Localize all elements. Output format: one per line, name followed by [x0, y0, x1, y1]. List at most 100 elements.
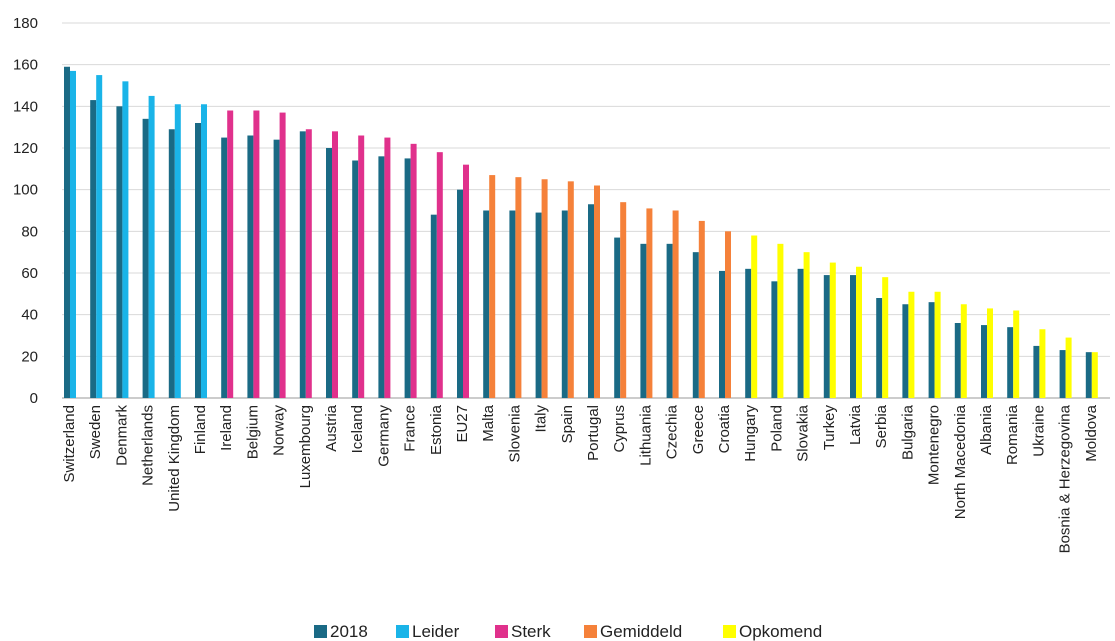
bar-2018: [1059, 350, 1066, 398]
bar-group: [201, 104, 207, 398]
y-tick-label: 20: [21, 348, 38, 365]
x-tick-label: Iceland: [349, 405, 366, 453]
bar-2018: [797, 268, 804, 398]
bar-2018: [168, 129, 175, 398]
bar-group: [279, 112, 286, 398]
bar-group: [803, 252, 810, 398]
x-tick-label: Austria: [323, 404, 340, 451]
x-tick-label: Netherlands: [140, 405, 157, 486]
bar-group: [489, 175, 496, 398]
bar-group: [332, 131, 338, 399]
bar-2018: [535, 212, 542, 398]
bar-group: [358, 135, 365, 398]
bar-group: [620, 202, 627, 398]
x-tick-label: Bulgaria: [899, 404, 916, 460]
y-axis: 0 20 40 60 80 100 120 140 160 180: [13, 15, 38, 407]
x-tick-label: Germany: [375, 405, 392, 467]
x-tick-label: Italy: [533, 405, 550, 433]
bar-group: [987, 308, 993, 398]
bar-group: [96, 75, 103, 398]
bar-2018: [326, 148, 332, 398]
x-tick-label: Spain: [559, 405, 576, 443]
x-tick-label: Turkey: [821, 405, 838, 451]
x-tick-label: Finland: [192, 405, 209, 454]
bar-group: [541, 179, 548, 398]
y-tick-label: 120: [13, 140, 38, 157]
legend-swatch: [723, 625, 736, 638]
legend-label: 2018: [330, 622, 368, 641]
bar-2018: [850, 275, 856, 398]
x-tick-label: Croatia: [716, 404, 733, 453]
bar-group: [148, 95, 155, 399]
bar-2018: [876, 298, 883, 398]
bar-group: [70, 70, 76, 399]
x-tick-label: EU27: [454, 405, 471, 443]
bar-2018: [1007, 327, 1014, 398]
legend-label: Leider: [412, 622, 460, 641]
bar-group: [856, 266, 862, 398]
x-tick-label: Serbia: [873, 404, 890, 448]
bar-group: [567, 181, 574, 398]
bar-2018: [352, 160, 359, 398]
x-tick-label: Portugal: [585, 405, 602, 461]
x-tick-label: North Macedonia: [952, 404, 969, 519]
x-tick-label: Luxembourg: [297, 405, 314, 488]
bar-2018: [195, 123, 201, 398]
bar-2018: [247, 135, 254, 398]
y-tick-label: 40: [21, 307, 38, 324]
bar-group: [410, 143, 417, 398]
bar-group: [594, 185, 600, 398]
bar-group: [908, 291, 915, 398]
bar-group: [882, 277, 889, 398]
y-tick-label: 100: [13, 182, 38, 199]
bar-2018: [483, 210, 490, 398]
legend-label: Gemiddeld: [600, 622, 682, 641]
x-tick-label: Czechia: [664, 404, 681, 459]
bar-2018: [116, 106, 123, 398]
bar-2018: [692, 252, 699, 398]
bar-2018: [221, 137, 228, 399]
y-tick-label: 160: [13, 57, 38, 74]
bar-2018: [771, 281, 778, 398]
bar-2018: [90, 100, 97, 398]
x-tick-label: United Kingdom: [166, 405, 183, 512]
bar-group: [174, 104, 181, 398]
bar-group: [253, 110, 260, 398]
bar-2018: [142, 118, 149, 398]
bar-group: [384, 137, 391, 399]
legend: 2018 Leider Sterk Gemiddeld Opkomend: [314, 622, 822, 641]
bar-2018: [64, 66, 70, 398]
bar-group: [777, 243, 784, 398]
gridlines: [62, 22, 1110, 399]
x-tick-label: Montenegro: [926, 405, 943, 485]
legend-swatch: [495, 625, 508, 638]
bar-2018: [1085, 352, 1092, 398]
bar-2018: [588, 204, 594, 398]
bar-2018: [430, 214, 437, 398]
bar-group: [305, 129, 312, 398]
bar-group: [698, 220, 705, 398]
x-tick-label: Sweden: [87, 405, 104, 459]
bar-group: [1039, 329, 1046, 398]
bar-2018: [614, 237, 621, 398]
bar-2018: [457, 189, 463, 398]
x-tick-label: Ukraine: [1030, 405, 1047, 457]
bar-2018: [902, 304, 909, 398]
bar-2018: [640, 243, 647, 398]
bar-2018: [823, 275, 830, 398]
x-tick-label: Moldova: [1083, 404, 1100, 461]
bar-group: [122, 81, 129, 398]
x-tick-label: Greece: [690, 405, 707, 454]
x-tick-label: Norway: [271, 405, 288, 456]
x-tick-label: Lithuania: [637, 404, 654, 466]
bar-group: [1013, 310, 1020, 398]
y-tick-label: 60: [21, 265, 38, 282]
bar-group: [829, 262, 836, 398]
bar-group: [515, 177, 522, 398]
x-tick-label: Slovenia: [506, 404, 523, 462]
bar-2018: [666, 243, 673, 398]
bar-2018: [1033, 345, 1040, 398]
x-tick-label: Romania: [1004, 404, 1021, 465]
x-tick-label: Belgium: [244, 405, 261, 459]
